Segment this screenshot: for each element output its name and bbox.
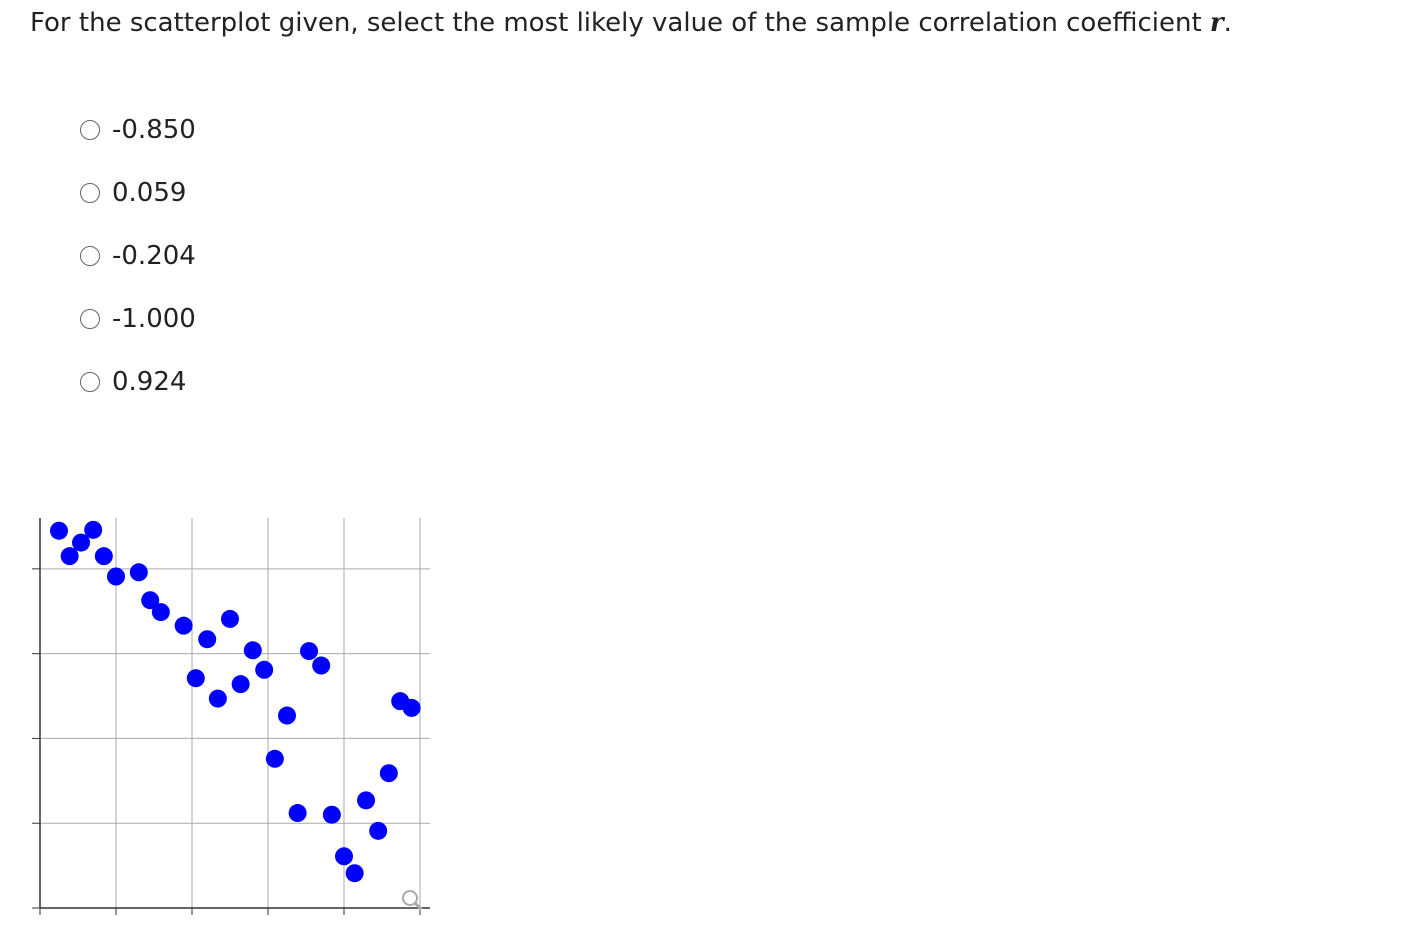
point [72, 533, 91, 552]
point [335, 847, 353, 866]
radio-option[interactable]: 0.059 [80, 178, 186, 208]
point [107, 567, 125, 586]
point [141, 591, 160, 610]
radio-option[interactable]: 0.924 [80, 367, 186, 397]
option-label[interactable]: 0.059 [112, 178, 187, 208]
option-label[interactable]: -1.000 [112, 304, 196, 334]
point [174, 616, 193, 635]
option-label[interactable]: -0.204 [112, 241, 196, 271]
point [198, 630, 217, 649]
point [208, 689, 227, 708]
option-label[interactable]: -0.850 [112, 115, 196, 145]
point [255, 660, 274, 679]
point [357, 791, 376, 810]
point [278, 706, 296, 725]
point [50, 521, 68, 540]
point [84, 520, 103, 539]
radio-option[interactable]: -1.000 [80, 304, 196, 334]
point [151, 603, 170, 622]
radio-button[interactable] [80, 183, 100, 203]
question: For the scatterplot given, select the mo… [30, 8, 1232, 38]
point [221, 609, 239, 628]
zoom-icon[interactable] [402, 890, 423, 911]
chart [32, 518, 430, 915]
point [288, 804, 307, 823]
question-end: . [1223, 8, 1232, 38]
point [60, 547, 79, 566]
point [186, 669, 205, 688]
point [94, 547, 113, 566]
point [312, 656, 331, 675]
point [369, 821, 388, 840]
point [243, 641, 262, 660]
radio-button[interactable] [80, 246, 100, 266]
point [129, 563, 148, 582]
point [345, 864, 364, 883]
radio-option[interactable]: -0.204 [80, 241, 196, 271]
radio-option[interactable]: -0.850 [80, 115, 196, 145]
option-label[interactable]: 0.924 [112, 367, 187, 397]
radio-button[interactable] [80, 309, 100, 329]
point [231, 675, 250, 694]
point [322, 805, 341, 824]
radio-button[interactable] [80, 372, 100, 392]
point [402, 698, 421, 717]
question-text: For the scatterplot given, select the mo… [30, 8, 1202, 38]
question-variable: r [1209, 8, 1224, 38]
point [300, 642, 319, 661]
point [379, 764, 398, 783]
point [265, 749, 284, 768]
radio-button[interactable] [80, 120, 100, 140]
